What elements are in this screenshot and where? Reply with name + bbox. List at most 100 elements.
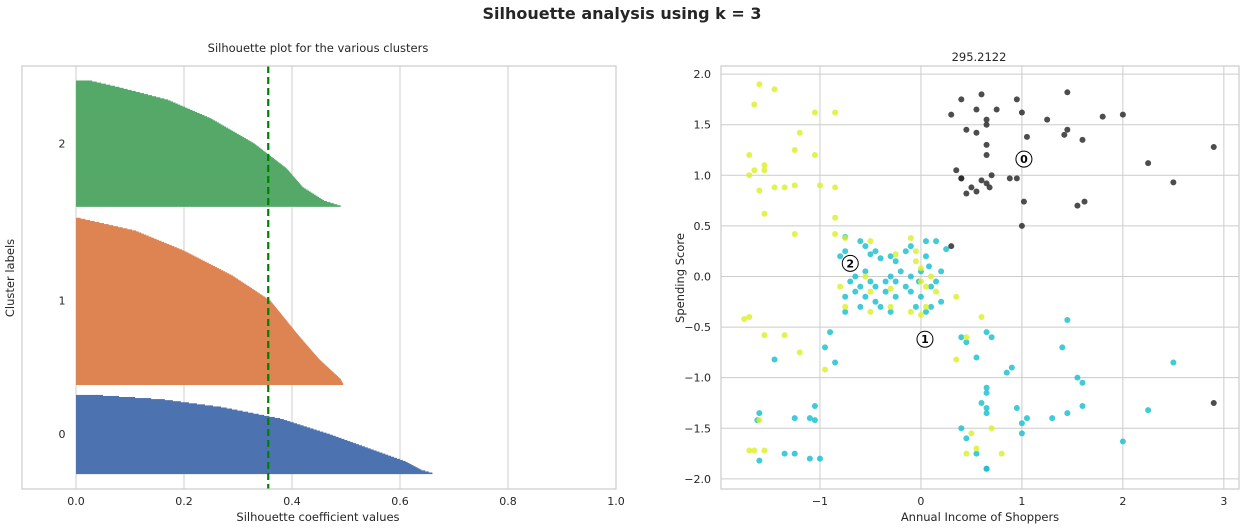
silhouette-bar <box>76 89 132 92</box>
scatter-point <box>922 253 929 260</box>
silhouette-bar <box>76 405 213 408</box>
silhouette-bar <box>76 164 283 166</box>
scatter-point <box>978 91 985 98</box>
scatter-point <box>842 235 849 242</box>
silhouette-bar <box>76 232 142 235</box>
silhouette-bar <box>76 288 253 290</box>
scatter-point <box>832 214 839 221</box>
silhouette-bar <box>76 444 359 446</box>
silhouette-bar <box>76 324 291 327</box>
silhouette-bar <box>76 464 412 466</box>
scatter-y-ticks: −2.0 −1.5 −1.0 −0.5 0.0 0.5 1.0 1.5 2.0 <box>684 68 711 486</box>
silhouette-bar <box>76 367 330 370</box>
silhouette-bar <box>76 151 266 154</box>
silhouette-bar <box>76 467 418 469</box>
silhouette-bar <box>76 139 248 141</box>
silhouette-bar <box>76 191 311 194</box>
scatter-point <box>857 283 864 290</box>
silhouette-bar <box>76 196 320 199</box>
silhouette-plot-title: Silhouette plot for the various clusters <box>208 41 429 55</box>
silhouette-bar <box>76 197 321 200</box>
silhouette-bar <box>76 183 300 185</box>
scatter-point <box>1061 131 1068 138</box>
silhouette-bar <box>76 360 322 362</box>
silhouette-bar <box>76 239 160 242</box>
scatter-point <box>998 450 1005 457</box>
silhouette-bar <box>76 147 261 150</box>
scatter-point <box>842 308 849 315</box>
scatter-point <box>1079 403 1086 410</box>
silhouette-bar <box>76 422 294 424</box>
silhouette-bar <box>76 103 178 106</box>
scatter-point <box>892 258 899 265</box>
silhouette-bar <box>76 93 144 95</box>
scatter-point <box>938 298 945 305</box>
scatter-point <box>832 230 839 237</box>
silhouette-bar <box>76 419 284 421</box>
silhouette-bar <box>76 323 290 326</box>
scatter-point <box>958 96 965 103</box>
silhouette-bar <box>76 277 237 280</box>
silhouette-bar <box>76 185 302 187</box>
silhouette-bar <box>76 363 325 366</box>
silhouette-bar <box>76 270 224 272</box>
silhouette-bar <box>76 261 207 264</box>
silhouette-bar <box>76 377 340 379</box>
scatter-point <box>756 457 763 464</box>
silhouette-bar <box>76 226 119 228</box>
scatter-point <box>761 447 768 454</box>
silhouette-bar <box>76 471 429 474</box>
scatter-point <box>983 116 990 123</box>
silhouette-bar <box>76 189 308 192</box>
scatter-point <box>983 405 990 412</box>
scatter-plot-frame <box>720 65 1240 490</box>
silhouette-bar <box>76 141 252 143</box>
silhouette-bar <box>76 82 102 85</box>
scatter-point <box>781 332 788 339</box>
scatter-point <box>1018 430 1025 437</box>
silhouette-bar <box>76 97 161 99</box>
silhouette-x-tick-label: 0.4 <box>283 495 301 508</box>
scatter-point <box>1170 179 1177 186</box>
scatter-point <box>988 425 995 432</box>
silhouette-bar <box>76 204 338 206</box>
silhouette-bar <box>76 229 133 231</box>
silhouette-bar <box>76 198 323 201</box>
silhouette-bar <box>76 395 120 398</box>
silhouette-bar <box>76 435 336 438</box>
silhouette-bar <box>76 431 324 434</box>
silhouette-bar <box>76 203 334 205</box>
scatter-point <box>958 175 965 182</box>
silhouette-bar <box>76 343 307 346</box>
scatter-point <box>902 283 909 290</box>
scatter-point <box>847 278 854 285</box>
silhouette-bar <box>76 202 331 204</box>
silhouette-bar <box>76 436 339 439</box>
scatter-y-tick-label: −2.0 <box>684 473 711 486</box>
silhouette-bar <box>76 159 276 161</box>
silhouette-bar <box>76 275 234 278</box>
silhouette-bar <box>76 101 174 104</box>
scatter-point <box>928 303 935 310</box>
scatter-point <box>963 435 970 442</box>
silhouette-bar <box>76 221 100 224</box>
silhouette-bar <box>76 253 191 256</box>
silhouette-bar <box>76 257 199 260</box>
silhouette-bar <box>76 315 283 317</box>
scatter-point <box>806 415 813 422</box>
silhouette-bar <box>76 406 221 409</box>
scatter-point <box>756 187 763 194</box>
silhouette-bar <box>76 117 210 119</box>
silhouette-bar <box>76 364 326 367</box>
silhouette-bar <box>76 426 307 429</box>
silhouette-bar <box>76 153 269 156</box>
silhouette-bar <box>76 109 193 112</box>
silhouette-bar <box>76 404 205 406</box>
scatter-point <box>986 184 993 191</box>
silhouette-bar <box>76 92 140 94</box>
silhouette-bar <box>76 87 124 90</box>
silhouette-bar <box>76 366 328 369</box>
silhouette-bar <box>76 187 305 190</box>
silhouette-bar <box>76 249 182 251</box>
